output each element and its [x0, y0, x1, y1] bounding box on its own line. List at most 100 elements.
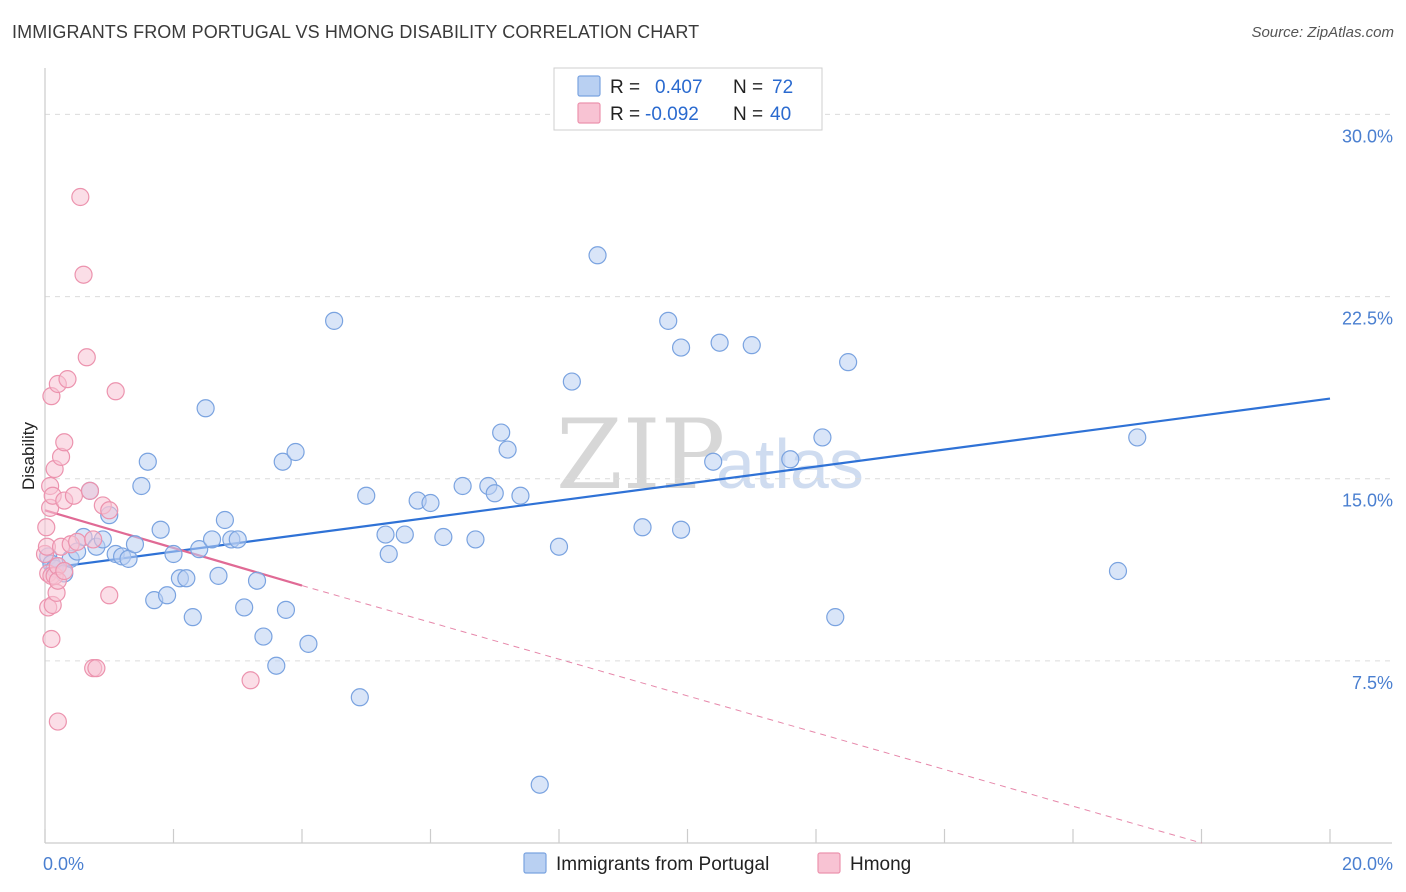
point-portugal-38: [286, 442, 305, 462]
point-hmong-27: [68, 532, 87, 551]
point-portugal-49: [453, 476, 472, 496]
legend-r-label-portugal: R =: [610, 77, 640, 98]
point-portugal-25: [190, 540, 209, 559]
point-hmong-28: [71, 187, 90, 207]
bottom-legend-label-hmong: Hmong: [850, 854, 911, 875]
point-hmong-29: [74, 265, 93, 284]
point-portugal-17: [138, 452, 157, 471]
point-portugal-20: [157, 586, 177, 605]
point-portugal-29: [215, 510, 234, 530]
point-portugal-23: [177, 569, 196, 588]
legend-r-value-portugal: 0.407: [655, 77, 703, 98]
point-hmong-39: [241, 671, 260, 690]
point-portugal-57: [549, 537, 569, 556]
point-portugal-41: [350, 688, 369, 707]
x-tick-label-1: 20.0%: [1342, 854, 1393, 874]
y-tick-label-0: 7.5%: [1352, 673, 1393, 693]
bottom-legend-swatch-hmong: [817, 852, 841, 874]
point-portugal-35: [267, 656, 286, 675]
point-portugal-33: [247, 571, 267, 590]
point-hmong-8: [42, 629, 61, 649]
point-hmong-24: [58, 370, 77, 389]
point-hmong-21: [55, 433, 74, 452]
watermark-zip: ZIP: [556, 399, 725, 511]
source-label: Source: ZipAtlas.com: [1251, 24, 1394, 41]
point-hmong-22: [55, 561, 74, 581]
point-hmong-37: [100, 501, 119, 520]
point-portugal-47: [421, 493, 440, 513]
point-portugal-63: [671, 520, 691, 539]
y-tick-label-2: 22.5%: [1342, 309, 1393, 329]
point-portugal-64: [704, 452, 723, 471]
y-axis-label: Disability: [19, 421, 38, 490]
point-portugal-70: [839, 353, 858, 372]
point-portugal-34: [254, 627, 273, 646]
point-portugal-62: [671, 338, 691, 357]
point-portugal-45: [395, 525, 414, 544]
series-portugal-points: [39, 246, 1147, 794]
chart-title: IMMIGRANTS FROM PORTUGAL VS HMONG DISABI…: [12, 22, 700, 42]
point-portugal-36: [273, 452, 292, 471]
point-hmong-36: [100, 586, 119, 605]
gridlines: [45, 113, 1392, 662]
point-hmong-30: [77, 348, 96, 367]
point-portugal-71: [1108, 561, 1128, 581]
point-hmong-32: [84, 530, 103, 549]
point-portugal-53: [492, 423, 511, 442]
x-tick-labels: 0.0% 20.0%: [43, 854, 1393, 874]
axes: [44, 68, 1392, 844]
point-portugal-59: [588, 246, 607, 265]
point-hmong-38: [106, 382, 125, 401]
legend-n-value-hmong: 40: [770, 104, 791, 125]
point-hmong-17: [48, 712, 67, 731]
point-portugal-31: [228, 530, 247, 549]
legend-n-label-portugal: N =: [733, 77, 763, 98]
y-tick-labels: 7.5% 15.0% 22.5% 30.0%: [1342, 126, 1393, 692]
point-portugal-37: [276, 600, 296, 619]
point-portugal-32: [235, 598, 254, 617]
trend-line-portugal: [44, 397, 1331, 570]
legend-r-label-hmong: R =: [610, 104, 640, 125]
point-portugal-26: [196, 399, 215, 418]
legend-n-value-portugal: 72: [772, 77, 793, 98]
point-portugal-40: [325, 311, 344, 330]
legend-swatch-hmong: [577, 102, 601, 124]
point-portugal-19: [151, 520, 170, 539]
correlation-legend: R = 0.407 N = 72 R = -0.092 N = 40: [553, 67, 823, 131]
point-portugal-44: [379, 544, 398, 564]
trend-line-hmong-extension: [301, 585, 1202, 844]
point-portugal-54: [498, 440, 517, 459]
bottom-legend-swatch-portugal: [523, 852, 547, 874]
point-portugal-58: [562, 372, 581, 391]
point-hmong-26: [64, 486, 84, 505]
point-portugal-56: [530, 775, 549, 794]
point-portugal-60: [633, 518, 652, 537]
point-portugal-27: [202, 530, 222, 549]
point-portugal-50: [466, 530, 485, 549]
point-hmong-1: [37, 518, 56, 537]
point-portugal-39: [299, 634, 318, 653]
series-hmong-points: [35, 187, 260, 731]
legend-swatch-portugal: [577, 75, 601, 97]
point-hmong-34: [87, 659, 106, 678]
point-portugal-66: [742, 336, 761, 355]
legend-r-value-hmong: -0.092: [645, 104, 699, 125]
point-portugal-68: [813, 428, 832, 447]
y-tick-label-3: 30.0%: [1342, 126, 1393, 146]
point-hmong-31: [80, 481, 100, 500]
point-portugal-16: [132, 476, 151, 496]
series-legend: Immigrants from Portugal Hmong: [523, 852, 911, 875]
point-portugal-72: [1128, 428, 1147, 447]
point-portugal-67: [781, 450, 800, 469]
point-portugal-61: [659, 311, 678, 330]
point-portugal-42: [357, 486, 376, 505]
point-portugal-55: [511, 486, 530, 505]
legend-n-label-hmong: N =: [733, 104, 763, 125]
bottom-legend-label-portugal: Immigrants from Portugal: [556, 854, 769, 875]
point-portugal-52: [485, 484, 504, 503]
y-tick-label-1: 15.0%: [1342, 491, 1393, 511]
point-portugal-15: [125, 535, 145, 554]
point-portugal-43: [376, 525, 395, 544]
point-portugal-24: [183, 608, 202, 627]
